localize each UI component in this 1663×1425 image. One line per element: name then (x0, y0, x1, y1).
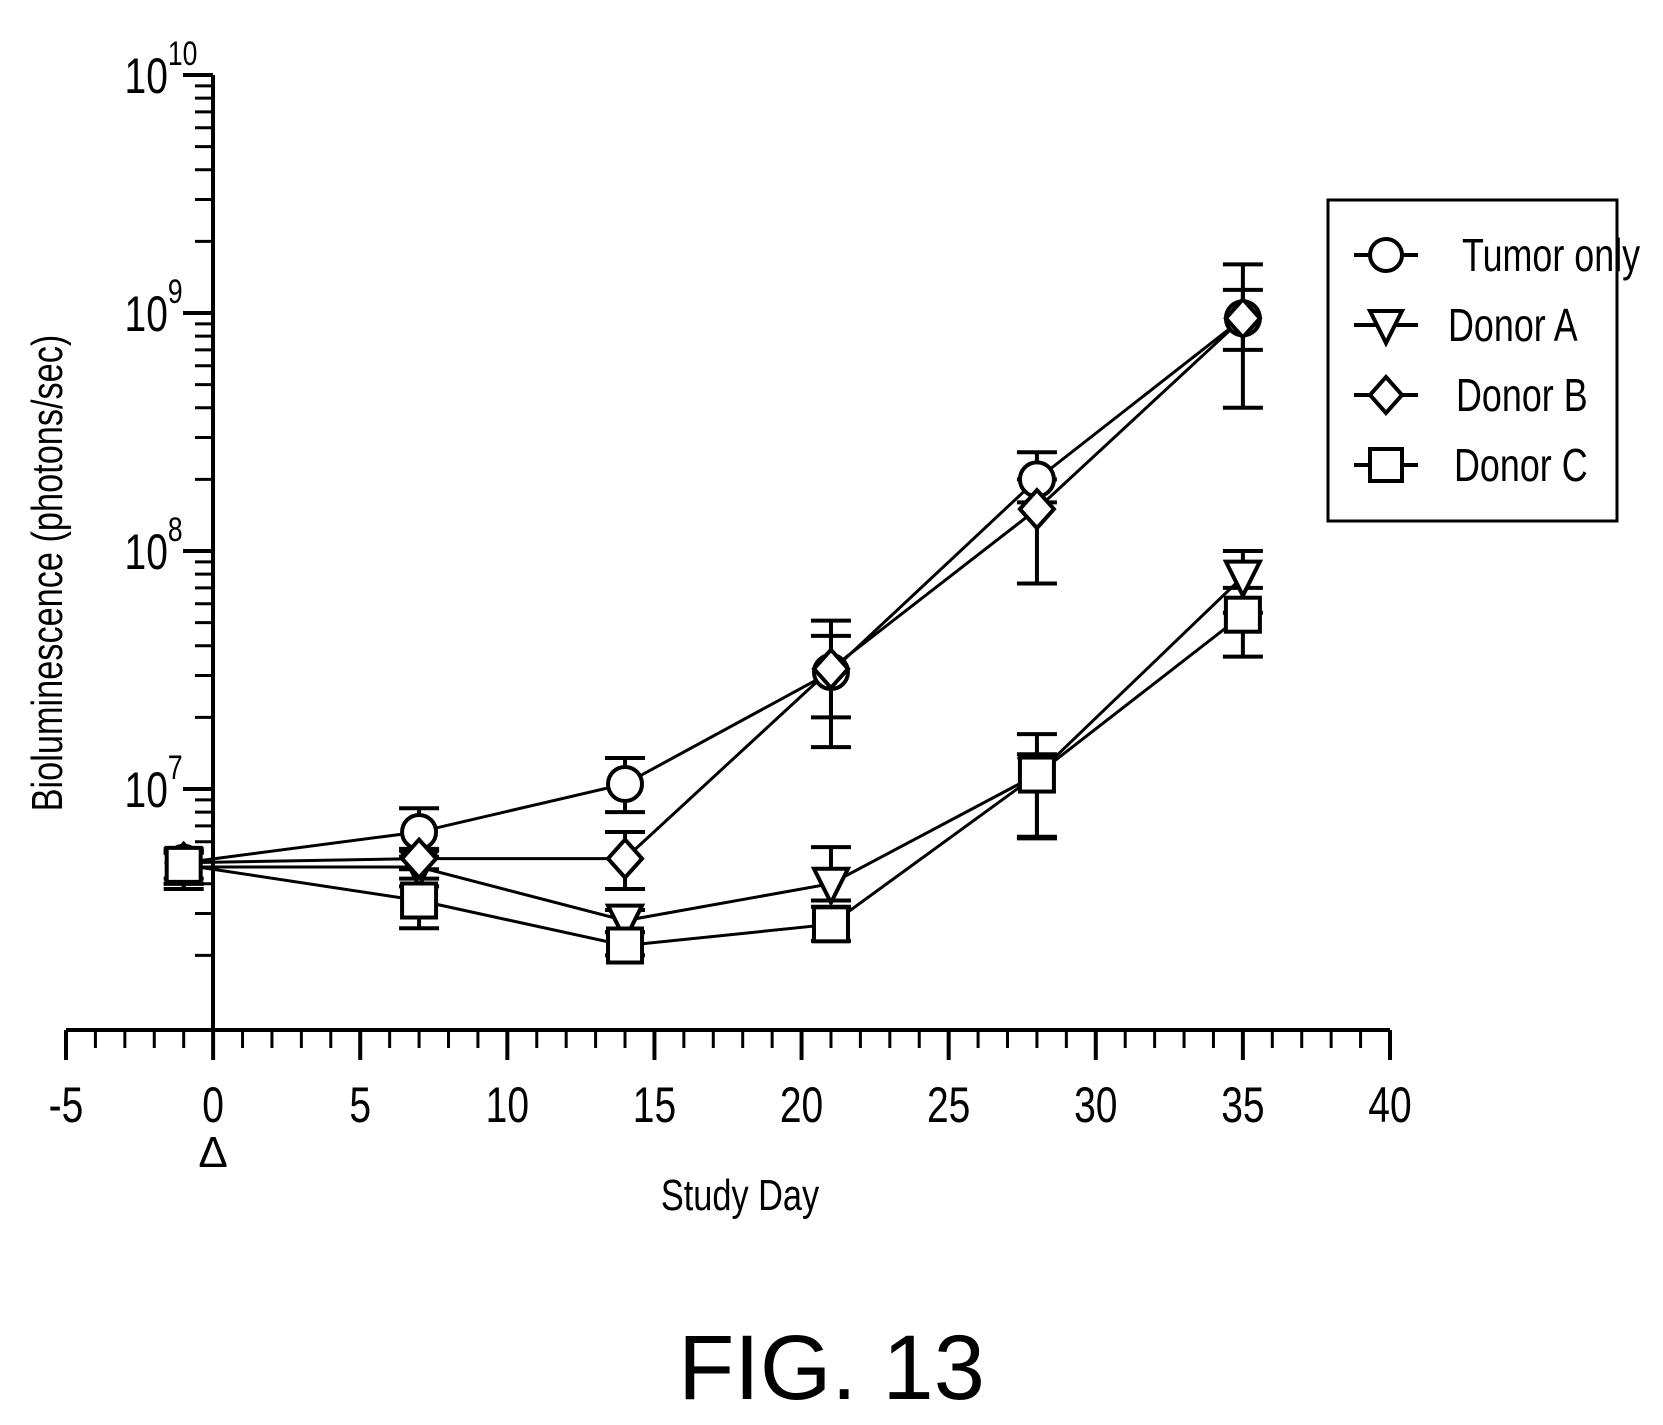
legend-label: Donor A (1448, 300, 1578, 351)
series-line (183, 613, 1244, 948)
marker-triangle-down (1366, 309, 1406, 348)
series-lines (183, 317, 1244, 948)
y-tick-exponent: 7 (168, 749, 183, 787)
y-tick-base: 10 (124, 285, 167, 342)
y-tick-label: 10 7 (124, 749, 182, 818)
y-tick-label: 10 10 (124, 35, 197, 104)
marker-circle (606, 764, 645, 803)
marker-circle (1368, 237, 1404, 273)
legend-label: Donor C (1454, 440, 1588, 491)
marker-diamond (1017, 487, 1057, 532)
y-tick-base: 10 (124, 523, 167, 580)
legend-label: Tumor only (1462, 230, 1640, 281)
error-bars (163, 262, 1263, 958)
x-tick-label: 10 (486, 1076, 529, 1133)
marker-square (164, 845, 203, 884)
legend-label: Donor B (1456, 370, 1588, 421)
marker-diamond (1223, 296, 1263, 341)
series-line (183, 317, 1244, 865)
x-tick-label: -5 (49, 1076, 84, 1133)
y-tick-base: 10 (124, 761, 167, 818)
series-markers (163, 296, 1264, 965)
y-axis-label: Bioluminescence (photons/sec) (23, 335, 72, 812)
x-axis-label: Study Day (661, 1171, 819, 1220)
x-tick-label: 25 (927, 1076, 970, 1133)
x-tick-label: 20 (780, 1076, 823, 1133)
marker-square (811, 905, 850, 944)
legend: Tumor only Donor A Donor B Donor C (1326, 198, 1640, 523)
y-tick-base: 10 (124, 47, 167, 104)
marker-square (1368, 447, 1404, 483)
marker-diamond (811, 646, 851, 691)
marker-diamond (1367, 373, 1405, 417)
figure-caption: FIG. 13 (678, 1317, 985, 1419)
marker-diamond (399, 836, 439, 881)
treatment-day-marker: Δ (198, 1128, 227, 1177)
x-tick-label: 15 (633, 1076, 676, 1133)
x-tick-label: 0 (202, 1076, 224, 1133)
marker-square (400, 881, 439, 920)
series-line (183, 575, 1244, 923)
marker-triangle-down (810, 866, 852, 908)
y-tick-label: 10 8 (124, 511, 182, 580)
marker-square (606, 926, 645, 965)
marker-square (1223, 595, 1262, 634)
x-tick-label: 5 (349, 1076, 371, 1133)
x-tick-label: 35 (1221, 1076, 1264, 1133)
y-tick-exponent: 10 (168, 35, 198, 73)
marker-triangle-down (604, 903, 646, 945)
series-layer (163, 262, 1264, 965)
y-tick-exponent: 9 (168, 273, 183, 311)
marker-triangle-down (1222, 559, 1264, 601)
x-tick-label: 30 (1074, 1076, 1117, 1133)
y-tick-exponent: 8 (168, 511, 183, 549)
x-tick-label: 40 (1368, 1076, 1411, 1133)
marker-diamond (605, 836, 645, 881)
series-line (183, 317, 1244, 865)
y-tick-label: 10 9 (124, 273, 182, 342)
marker-square (1017, 755, 1056, 794)
